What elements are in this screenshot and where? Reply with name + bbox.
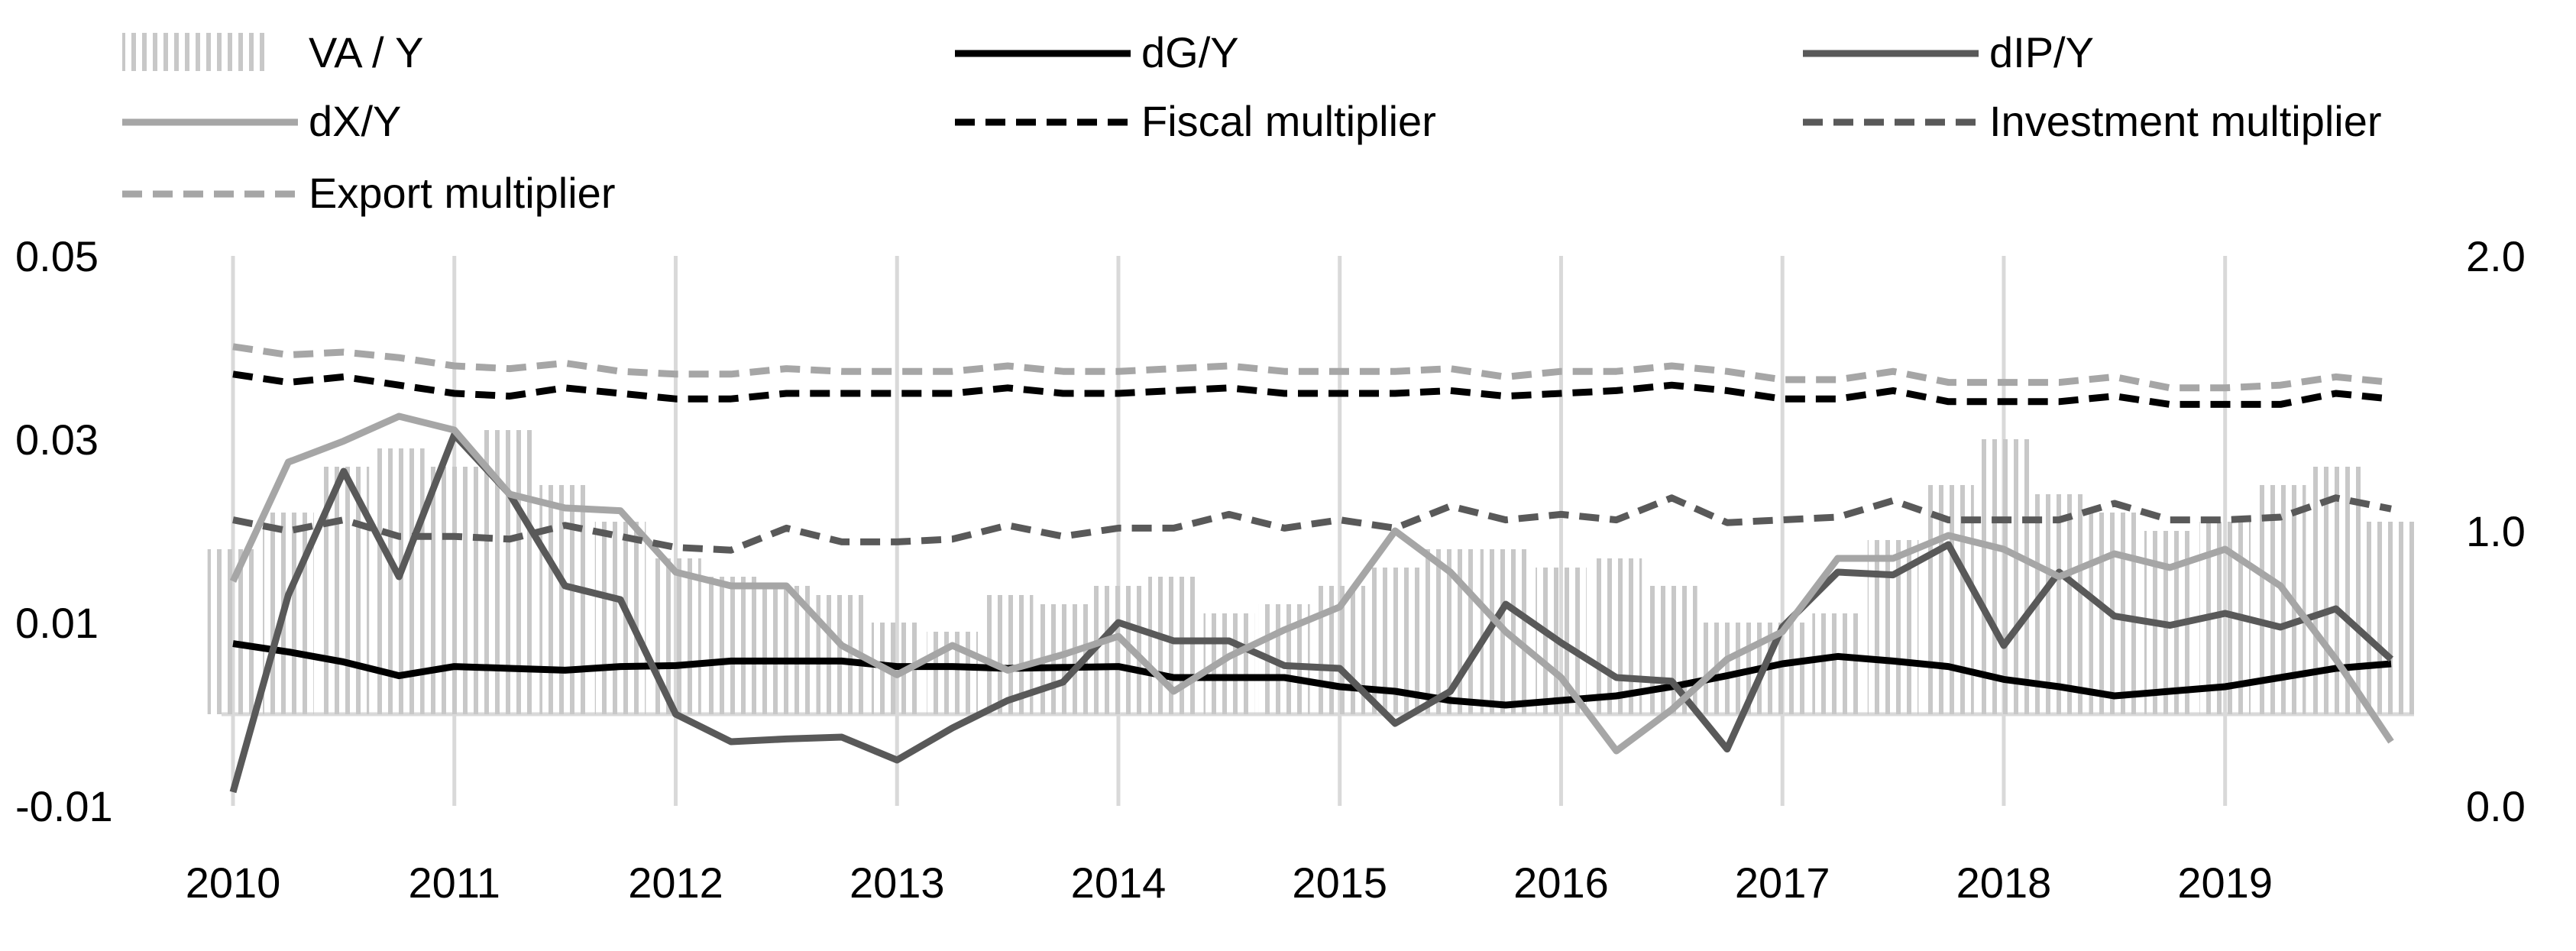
x-tick-label: 2018: [1956, 859, 2052, 907]
y-right-tick-label: 0.0: [2466, 782, 2526, 830]
x-tick-label: 2011: [409, 859, 500, 907]
bar-va-y: [650, 558, 701, 714]
legend-swatch: [122, 33, 267, 71]
legend-item: Investment multiplier: [1803, 97, 2382, 145]
legend-label: dG/Y: [1141, 28, 1239, 76]
legend-item: dG/Y: [955, 28, 1239, 76]
bar-va-y: [705, 577, 757, 714]
legend: VA / Y dG/Y dIP/Y dX/Y Fiscal multiplier Inve…: [122, 28, 2382, 217]
y-left-tick-label: 0.05: [15, 232, 99, 280]
legend-item: Export multiplier: [122, 169, 615, 217]
x-tick-label: 2012: [628, 859, 723, 907]
series-fiscal-multiplier: [232, 370, 2392, 408]
legend-item: dIP/Y: [1803, 28, 2094, 76]
axes: -0.01 0.01 0.03 0.05 0.0 1.0 2.0 2010 2011 2012 20…: [15, 232, 2526, 907]
series-dg-y: [232, 640, 2392, 709]
series-dip-y: [229, 431, 2394, 794]
y-right-tick-label: 2.0: [2466, 232, 2526, 280]
x-tick-label: 2019: [2177, 859, 2273, 907]
legend-item: Fiscal multiplier: [955, 97, 1436, 145]
legend-label: Investment multiplier: [1989, 97, 2382, 145]
bar-va-y: [1591, 558, 1642, 714]
legend-label: Export multiplier: [309, 169, 615, 217]
bar-va-y: [263, 513, 314, 714]
legend-label: Fiscal multiplier: [1141, 97, 1436, 145]
series-lines: [229, 343, 2394, 794]
y-left-tick-label: 0.03: [15, 416, 99, 464]
bar-va-y: [429, 467, 481, 714]
legend-item: VA / Y: [122, 28, 423, 76]
bar-va-y: [1701, 623, 1753, 714]
bar-va-y: [2034, 494, 2085, 714]
bar-va-y: [594, 522, 646, 714]
x-tick-label: 2014: [1071, 859, 1167, 907]
x-tick-label: 2015: [1292, 859, 1387, 907]
legend-item: dX/Y: [122, 97, 401, 145]
series-export-multiplier: [232, 343, 2392, 392]
legend-label: dX/Y: [309, 97, 401, 145]
legend-label: dIP/Y: [1989, 28, 2094, 76]
bar-va-y: [2365, 522, 2417, 714]
bar-va-y: [1978, 439, 2030, 714]
y-left-tick-label: -0.01: [15, 782, 113, 830]
x-tick-label: 2013: [849, 859, 945, 907]
bar-va-y: [539, 485, 591, 714]
x-tick-label: 2010: [186, 859, 281, 907]
x-tick-label: 2016: [1513, 859, 1609, 907]
bar-va-y: [1812, 613, 1863, 714]
legend-label: VA / Y: [309, 28, 423, 76]
y-left-tick-label: 0.01: [15, 599, 99, 647]
series-investment-multiplier: [232, 494, 2392, 554]
x-tick-label: 2017: [1735, 859, 1830, 907]
y-right-tick-label: 1.0: [2466, 507, 2526, 555]
series-dx-y: [229, 412, 2394, 755]
